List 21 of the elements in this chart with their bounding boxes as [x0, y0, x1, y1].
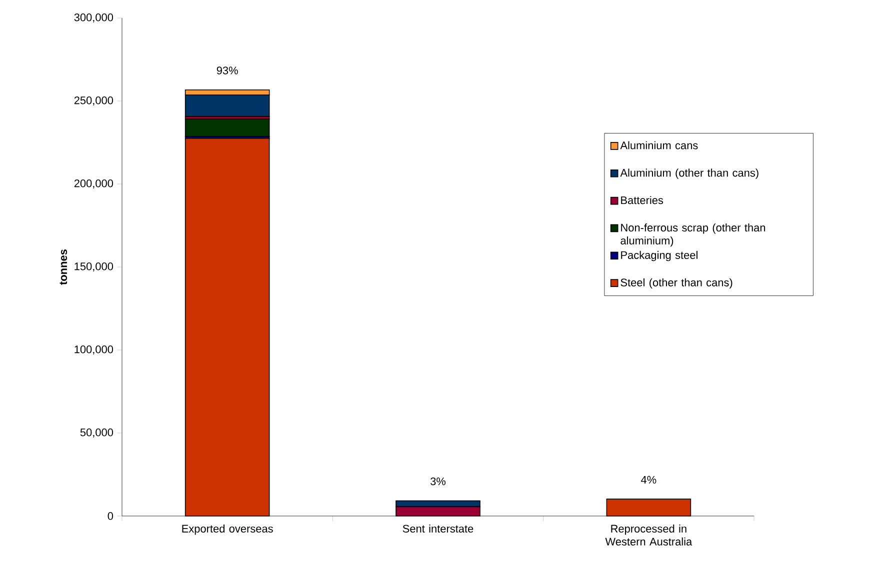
annotation: 3%	[430, 477, 446, 486]
y-tick-label: 150,000	[74, 262, 114, 272]
x-tick-label: Exported overseas	[182, 524, 273, 535]
bar	[184, 118, 270, 137]
y-axis-title: tonnes	[60, 249, 68, 285]
legend-label: Aluminium cans	[620, 141, 698, 150]
annotation: 93%	[216, 66, 238, 74]
y-tick-label: 100,000	[74, 345, 114, 355]
x-tick-label: Reprocessed in Western Australia	[605, 524, 692, 546]
legend-label: Packaging steel	[621, 250, 698, 262]
y-tick-label: 50,000	[80, 428, 114, 438]
legend-label: Steel (other than cans)	[620, 278, 732, 289]
legend-label: Aluminium (other than cans)	[620, 168, 758, 179]
annotation: 4%	[641, 476, 656, 484]
y-tick-label: 300,000	[74, 13, 114, 23]
y-tick-label: 0	[108, 512, 114, 520]
y-tick-label: 200,000	[74, 179, 114, 189]
x-tick-label: Sent interstate	[402, 524, 474, 533]
legend-label: Non-ferrous scrap (other than aluminium)	[620, 223, 766, 247]
legend-label: Batteries	[621, 196, 664, 204]
y-tick-label: 250,000	[74, 96, 114, 106]
